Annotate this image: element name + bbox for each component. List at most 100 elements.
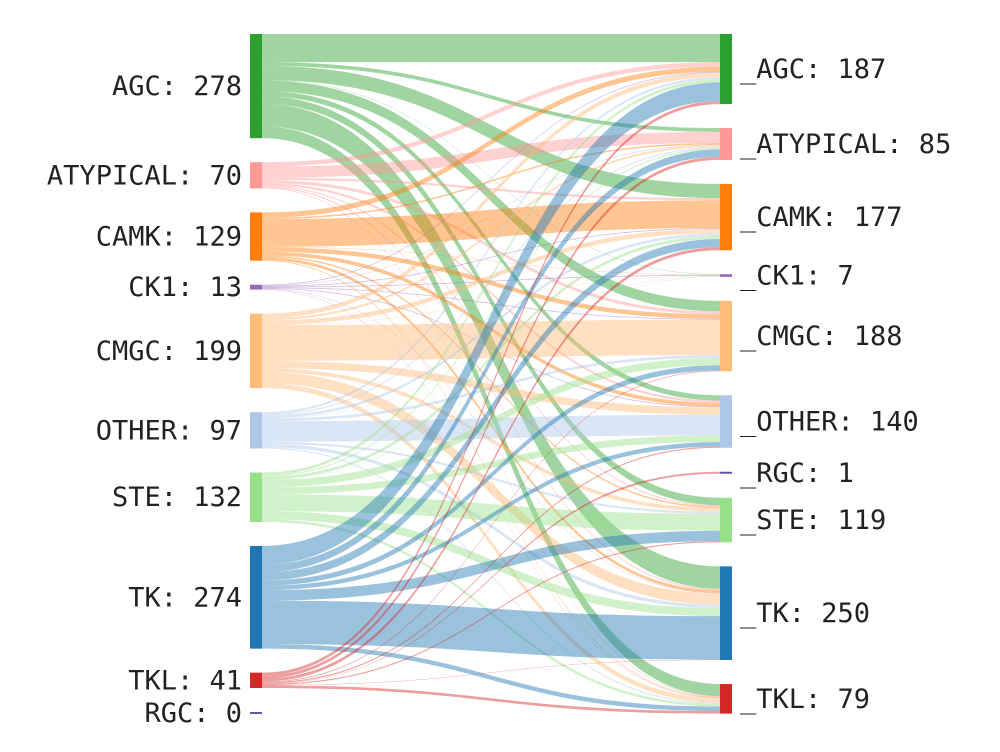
source-label-tkl: TKL: 41: [128, 665, 242, 696]
link-tkl-to-t-rgc: [262, 471, 720, 684]
target-label-t-tk: _TK: 250: [740, 598, 870, 629]
source-node-camk: [250, 212, 262, 261]
link-tkl-to-t-agc: [262, 101, 720, 676]
link-camk-to-t-tk: [262, 256, 720, 593]
source-node-ck1: [250, 284, 262, 290]
link-other-to-t-atypical: [262, 147, 720, 416]
source-node-cmgc: [250, 313, 262, 389]
link-ste-to-t-other: [262, 435, 720, 495]
link-ste-to-t-ste: [262, 494, 720, 531]
target-node-t-atypical: [720, 128, 732, 160]
source-node-other: [250, 412, 262, 449]
link-ste-to-t-tkl: [262, 519, 720, 707]
link-ste-to-t-ck1: [262, 276, 720, 481]
target-label-t-ck1: _CK1: 7: [740, 261, 854, 292]
link-agc-to-t-ste: [262, 96, 720, 506]
link-tkl-to-t-tkl: [262, 685, 720, 714]
link-camk-to-t-cmgc: [262, 247, 720, 319]
link-tkl-to-t-ste: [262, 541, 720, 686]
target-label-t-camk: _CAMK: 177: [740, 202, 903, 233]
target-node-t-rgc: [720, 471, 732, 474]
link-ck1-to-t-atypical: [262, 144, 720, 286]
link-other-to-t-tkl: [262, 447, 720, 704]
link-tk-to-t-other: [262, 442, 720, 591]
link-atypical-to-t-ste: [262, 185, 720, 507]
link-camk-to-t-other: [262, 251, 720, 407]
link-cmgc-to-t-ste: [262, 368, 720, 512]
link-atypical-to-t-camk: [262, 177, 720, 201]
link-agc-to-t-cmgc: [262, 80, 720, 312]
link-ck1-to-t-tkl: [262, 289, 720, 698]
link-tk-to-t-camk: [262, 238, 720, 581]
link-atypical-to-t-cmgc: [262, 180, 720, 315]
source-node-agc: [250, 34, 262, 139]
target-node-t-other: [720, 395, 732, 448]
link-other-to-t-agc: [262, 77, 720, 415]
link-ck1-to-t-agc: [262, 71, 720, 286]
link-tk-to-t-agc: [262, 82, 720, 565]
link-ste-to-t-camk: [262, 236, 720, 480]
link-other-to-t-tk: [262, 444, 720, 608]
target-node-t-ck1: [720, 274, 732, 277]
link-tk-to-t-cmgc: [262, 365, 720, 586]
link-tkl-to-t-atypical: [262, 156, 720, 679]
link-cmgc-to-t-atypical: [262, 144, 720, 321]
link-atypical-to-t-agc: [262, 62, 720, 167]
link-camk-to-t-agc: [262, 66, 720, 218]
link-agc-to-t-ck1: [262, 80, 720, 275]
link-cmgc-to-t-tkl: [262, 383, 720, 703]
link-camk-to-t-camk: [262, 200, 720, 247]
source-node-tkl: [250, 672, 262, 688]
target-node-t-agc: [720, 34, 732, 105]
link-tk-to-t-tk: [262, 600, 720, 660]
source-node-rgc: [250, 712, 262, 714]
link-cmgc-to-t-camk: [262, 228, 720, 325]
link-other-to-t-camk: [262, 233, 720, 419]
target-node-t-camk: [720, 183, 732, 251]
link-camk-to-t-ste: [262, 255, 720, 508]
link-tk-to-t-ste: [262, 530, 720, 601]
link-agc-to-t-tkl: [262, 126, 720, 697]
link-ck1-to-t-other: [262, 288, 720, 408]
source-label-ck1: CK1: 13: [128, 272, 242, 303]
target-label-t-ste: _STE: 119: [740, 505, 886, 536]
link-cmgc-to-t-agc: [262, 72, 720, 319]
target-label-t-other: _OTHER: 140: [740, 407, 919, 438]
link-ck1-to-t-tk: [262, 288, 720, 594]
link-cmgc-to-t-ck1: [262, 275, 720, 326]
labels-layer: AGC: 278 ATYPICAL: 70 CAMK: 129 CK1: 13 CMGC…: [47, 54, 951, 729]
link-other-to-t-cmgc: [262, 355, 720, 422]
link-agc-to-t-camk: [262, 65, 720, 199]
source-label-cmgc: CMGC: 199: [96, 336, 242, 367]
link-ck1-to-t-camk: [262, 228, 720, 287]
source-label-ste: STE: 132: [112, 482, 242, 513]
link-tkl-to-t-other: [262, 446, 720, 684]
link-agc-to-t-atypical: [262, 62, 720, 132]
target-node-t-tk: [720, 566, 732, 661]
link-camk-to-t-ck1: [262, 246, 720, 275]
source-node-atypical: [250, 162, 262, 189]
link-agc-to-t-other: [262, 90, 720, 401]
link-tkl-to-t-tk: [262, 659, 720, 686]
link-cmgc-to-t-cmgc: [262, 319, 720, 361]
link-ste-to-t-atypical: [262, 148, 720, 477]
link-tk-to-t-tkl: [262, 644, 720, 712]
target-label-t-tkl: _TKL: 79: [740, 684, 870, 715]
link-tk-to-t-atypical: [262, 149, 720, 573]
link-tkl-to-t-camk: [262, 247, 720, 682]
links-layer: [262, 34, 720, 714]
link-tkl-to-t-cmgc: [262, 370, 720, 683]
target-node-t-cmgc: [720, 300, 732, 372]
link-atypical-to-t-atypical: [262, 131, 720, 178]
link-ste-to-t-tk: [262, 511, 720, 617]
target-label-t-rgc: _RGC: 1: [740, 458, 854, 489]
link-ste-to-t-cmgc: [262, 357, 720, 488]
link-ck1-to-t-ck1: [262, 274, 720, 288]
source-node-ste: [250, 472, 262, 522]
link-atypical-to-t-tkl: [262, 187, 720, 697]
link-other-to-t-ck1: [262, 276, 720, 419]
link-ste-to-t-agc: [262, 79, 720, 476]
source-label-agc: AGC: 278: [112, 71, 242, 102]
link-other-to-t-other: [262, 414, 720, 442]
link-atypical-to-t-other: [262, 183, 720, 403]
